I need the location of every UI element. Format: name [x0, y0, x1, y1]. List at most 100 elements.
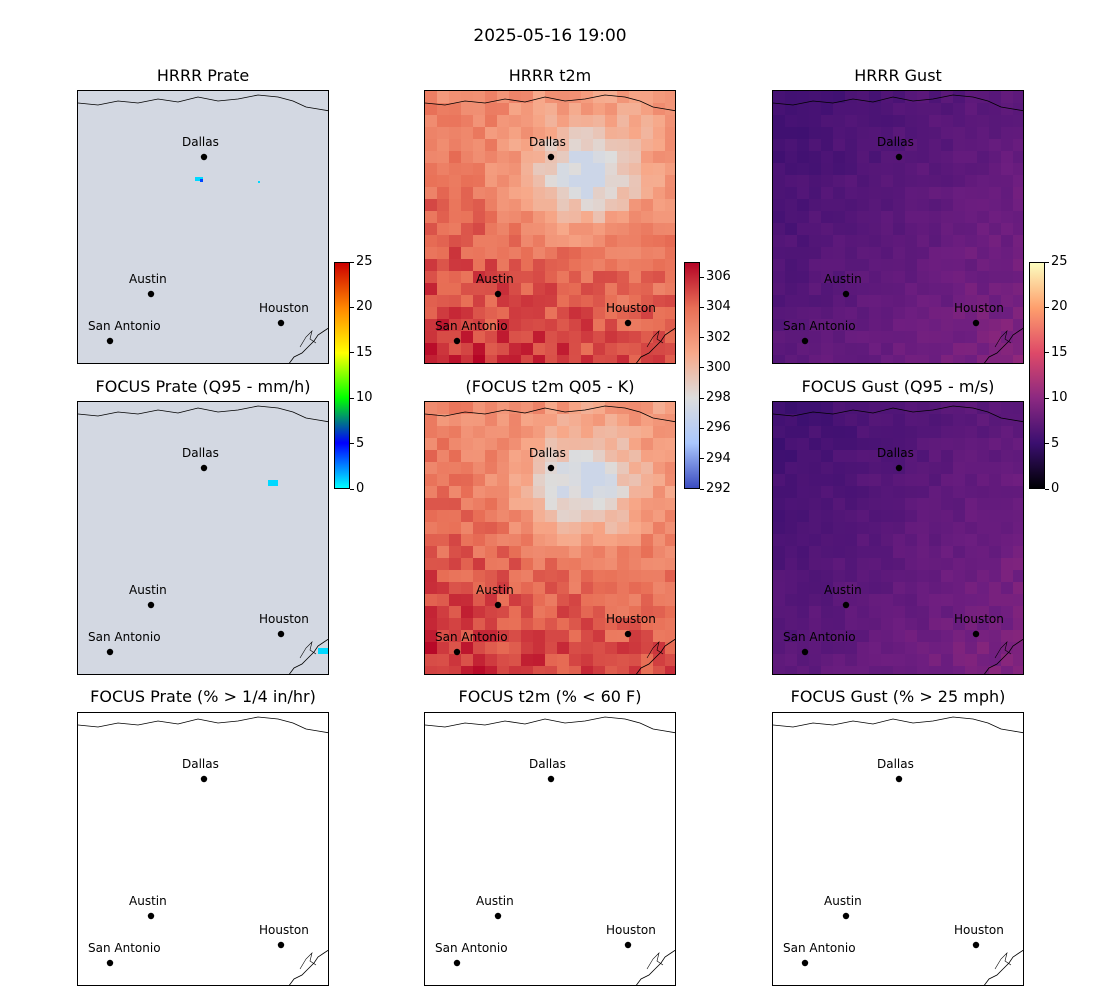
city-marker-austin [147, 912, 155, 920]
coastline [289, 327, 328, 363]
map-canvas: Dallas Austin Houston San Antonio [773, 713, 1023, 985]
city-marker-san-antonio [106, 337, 114, 345]
t2m-colorbar-tick-298: 298 [700, 390, 731, 406]
city-label: Dallas [182, 757, 219, 771]
state-border-line [425, 716, 675, 734]
city-label: Houston [259, 612, 309, 626]
city-label: Austin [824, 272, 862, 286]
t2m-colorbar-tick-294: 294 [700, 450, 731, 466]
city-marker-san-antonio [106, 648, 114, 656]
city-label: San Antonio [88, 630, 161, 644]
panel-title-focus-prate-pct: FOCUS Prate (% > 1/4 in/hr) [90, 687, 316, 706]
city-marker-houston [624, 941, 632, 949]
city-marker-houston [972, 941, 980, 949]
city-marker-austin [494, 290, 502, 298]
gust-colorbar-tick-20: 20 [1045, 299, 1068, 315]
prate-field [78, 91, 328, 363]
city-label: Houston [954, 923, 1004, 937]
prate-colorbar-tick-20: 20 [350, 299, 373, 315]
bay-outline [299, 641, 317, 659]
gust-colorbar-tick-0: 0 [1044, 481, 1060, 496]
panel-title-focus-t2m-pct: FOCUS t2m (% < 60 F) [458, 687, 642, 706]
state-border-line [78, 94, 328, 112]
city-label: Dallas [877, 446, 914, 460]
bay-outline [299, 330, 317, 348]
city-marker-houston [277, 630, 285, 638]
gust-colorbar-tick-10: 10 [1045, 390, 1068, 406]
gust-field [773, 402, 1023, 674]
city-label: Houston [954, 612, 1004, 626]
city-label: San Antonio [88, 941, 161, 955]
map-canvas: Dallas Austin Houston San Antonio [773, 91, 1023, 363]
gust-field [773, 91, 1023, 363]
city-marker-austin [147, 290, 155, 298]
prate-colorbar-tick-25: 25 [350, 254, 373, 269]
map-canvas: Dallas Austin Houston San Antonio [425, 91, 675, 363]
city-marker-houston [624, 630, 632, 638]
city-marker-dallas [547, 153, 555, 161]
coastline [984, 327, 1023, 363]
bay-outline [646, 330, 664, 348]
city-label: Austin [476, 894, 514, 908]
city-marker-dallas [547, 775, 555, 783]
prate-colorbar-tick-15: 15 [350, 344, 373, 360]
precip-cell [268, 480, 278, 486]
city-label: San Antonio [435, 319, 508, 333]
panel-title-focus-gust-pct: FOCUS Gust (% > 25 mph) [790, 687, 1006, 706]
map-canvas: Dallas Austin Houston San Antonio [425, 713, 675, 985]
bay-outline [646, 641, 664, 659]
coastline [636, 638, 675, 674]
t2m-field [425, 91, 675, 363]
city-label: Austin [476, 583, 514, 597]
city-label: Houston [606, 301, 656, 315]
bay-outline [994, 641, 1012, 659]
city-label: San Antonio [435, 941, 508, 955]
map-panel-hrrr-gust: Dallas Austin Houston San Antonio [772, 90, 1024, 364]
city-marker-san-antonio [801, 337, 809, 345]
city-marker-austin [147, 601, 155, 609]
prate-colorbar [334, 262, 350, 489]
city-marker-san-antonio [453, 337, 461, 345]
prate-colorbar-tick-10: 10 [350, 390, 373, 406]
city-label: Dallas [182, 446, 219, 460]
prate-colorbar-tick-5: 5 [349, 435, 365, 451]
city-marker-san-antonio [801, 959, 809, 967]
city-label: Austin [824, 583, 862, 597]
city-marker-dallas [200, 775, 208, 783]
gust-colorbar-tick-5: 5 [1044, 435, 1060, 451]
bay-outline [299, 952, 317, 970]
city-marker-san-antonio [453, 648, 461, 656]
city-label: Austin [129, 583, 167, 597]
state-border-line [78, 716, 328, 734]
city-marker-dallas [895, 153, 903, 161]
bay-outline [646, 952, 664, 970]
state-border-line [425, 405, 675, 423]
city-label: Dallas [529, 757, 566, 771]
coastline [636, 327, 675, 363]
city-label: San Antonio [783, 319, 856, 333]
city-label: San Antonio [783, 941, 856, 955]
city-label: Austin [824, 894, 862, 908]
coastline [984, 638, 1023, 674]
t2m-colorbar-tick-296: 296 [700, 420, 731, 436]
map-panel-focus-prate-pct: Dallas Austin Houston San Antonio [77, 712, 329, 986]
panel-title-focus-gust-q95: FOCUS Gust (Q95 - m/s) [801, 377, 995, 396]
city-label: San Antonio [783, 630, 856, 644]
panel-title-focus-prate-q95: FOCUS Prate (Q95 - mm/h) [95, 377, 311, 396]
t2m-colorbar-tick-300: 300 [700, 359, 731, 375]
city-label: Dallas [529, 446, 566, 460]
city-marker-austin [842, 290, 850, 298]
city-label: Dallas [877, 757, 914, 771]
map-panel-focus-t2m-q05: Dallas Austin Houston San Antonio [424, 401, 676, 675]
precip-cell [258, 181, 260, 183]
coastline [636, 949, 675, 985]
city-label: Austin [476, 272, 514, 286]
precip-cell [195, 177, 203, 181]
blank-field [425, 713, 675, 985]
map-canvas: Dallas Austin Houston San Antonio [78, 713, 328, 985]
blank-field [773, 713, 1023, 985]
city-label: Dallas [182, 135, 219, 149]
city-label: Houston [954, 301, 1004, 315]
city-label: Austin [129, 894, 167, 908]
city-marker-houston [624, 319, 632, 327]
